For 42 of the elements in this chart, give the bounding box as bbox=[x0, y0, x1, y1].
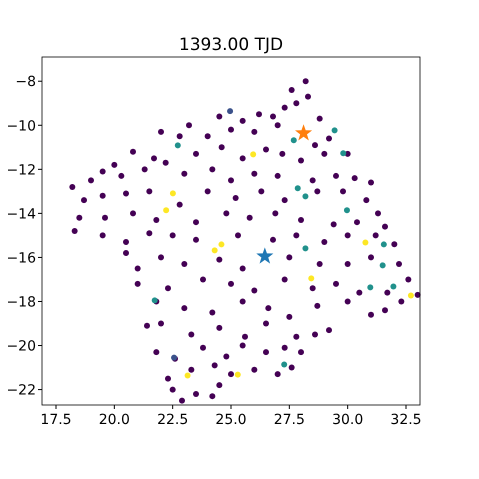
x-tick-label: 32.5 bbox=[390, 412, 422, 428]
point bbox=[290, 137, 297, 144]
point bbox=[174, 142, 181, 148]
point bbox=[218, 241, 224, 248]
point bbox=[170, 190, 176, 196]
point bbox=[367, 284, 374, 290]
point bbox=[362, 239, 368, 246]
x-tick-label: 30.0 bbox=[332, 412, 364, 428]
point bbox=[332, 127, 338, 134]
y-tick-label: −20 bbox=[6, 338, 36, 355]
x-tick-label: 27.5 bbox=[274, 412, 305, 428]
x-tick-label: 17.5 bbox=[40, 412, 72, 428]
point bbox=[227, 108, 234, 114]
point bbox=[281, 361, 288, 368]
y-tick-label: −22 bbox=[6, 382, 36, 399]
point bbox=[408, 292, 414, 299]
point bbox=[344, 207, 350, 214]
point bbox=[294, 185, 301, 192]
y-tick-label: −16 bbox=[6, 250, 36, 266]
point bbox=[212, 247, 218, 254]
point bbox=[250, 151, 256, 158]
point bbox=[295, 124, 312, 140]
point bbox=[302, 245, 308, 252]
y-tick-label: −12 bbox=[6, 162, 36, 178]
point bbox=[380, 241, 387, 248]
point bbox=[302, 193, 308, 200]
point bbox=[380, 262, 386, 268]
x-tick-label: 25.0 bbox=[215, 412, 247, 428]
y-tick-label: −14 bbox=[6, 206, 36, 222]
point bbox=[390, 284, 396, 290]
point bbox=[234, 372, 241, 378]
y-tick-label: −18 bbox=[6, 294, 36, 310]
point bbox=[308, 275, 314, 282]
point bbox=[256, 247, 274, 264]
x-tick-label: 20.0 bbox=[98, 412, 130, 428]
x-tick-label: 22.5 bbox=[157, 412, 188, 428]
y-tick-label: −10 bbox=[6, 118, 36, 134]
point bbox=[163, 207, 170, 214]
y-tick-label: −8 bbox=[15, 74, 36, 90]
point bbox=[184, 372, 191, 378]
chart-title: 1393.00 TJD bbox=[178, 35, 284, 55]
point bbox=[340, 150, 346, 156]
